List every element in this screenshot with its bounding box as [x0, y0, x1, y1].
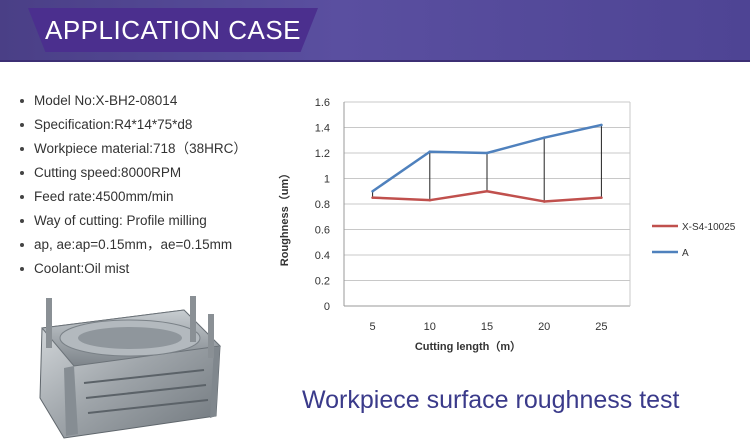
y-axis-label: Roughness（um）: [278, 168, 291, 266]
spec-speed: Cutting speed:8000RPM: [34, 165, 182, 180]
series-point: [485, 189, 489, 193]
y-tick-label: 1.6: [315, 97, 330, 109]
header-title-tab: [28, 8, 318, 52]
y-tick-label: 1: [324, 174, 330, 186]
y-tick-label: 0.6: [315, 225, 330, 237]
y-tick-label: 1.2: [315, 148, 330, 160]
spec-item: Model No:X-BH2-08014: [20, 89, 247, 113]
series-point: [371, 196, 374, 199]
bullet-icon: [20, 195, 24, 199]
series-point: [371, 189, 374, 193]
spec-item: Coolant:Oil mist: [20, 257, 247, 281]
spec-item: Workpiece material:718（38HRC）: [20, 137, 247, 161]
x-axis-label: Cutting length（m）: [415, 340, 521, 353]
spec-list: Model No:X-BH2-08014 Specification:R4*14…: [20, 89, 247, 281]
chart-grid: [343, 101, 631, 307]
spec-material: Workpiece material:718（38HRC）: [34, 141, 247, 156]
x-tick-label: 15: [481, 321, 493, 333]
bullet-icon: [20, 99, 24, 103]
bullet-icon: [20, 147, 24, 151]
series-line-1: [372, 190, 602, 203]
chart-ticks: 0 0.2 0.4 0.6 0.8 1 1.2 1.4 1.6 5 10 15 20 25: [315, 97, 608, 333]
spec-specification: Specification:R4*14*75*d8: [34, 117, 193, 132]
spec-coolant: Coolant:Oil mist: [34, 261, 130, 276]
series-point: [600, 196, 603, 199]
spec-item: Specification:R4*14*75*d8: [20, 113, 247, 137]
roughness-chart: 0 0.2 0.4 0.6 0.8 1 1.2 1.4 1.6 5 10 15 20 25 Roughne…: [278, 97, 736, 353]
legend-label: A: [682, 248, 689, 259]
y-tick-label: 1.4: [315, 123, 330, 135]
bullet-icon: [20, 243, 24, 247]
x-tick-label: 5: [370, 321, 376, 333]
bullet-icon: [20, 219, 24, 223]
y-tick-label: 0: [324, 301, 330, 313]
x-tick-label: 20: [538, 321, 550, 333]
spec-item: Feed rate:4500mm/min: [20, 185, 247, 209]
chart-series: [371, 123, 603, 203]
x-tick-label: 25: [595, 321, 607, 333]
spec-item: Cutting speed:8000RPM: [20, 161, 247, 185]
spec-model: Model No:X-BH2-08014: [34, 93, 178, 108]
y-tick-label: 0.2: [315, 276, 330, 288]
spec-way: Way of cutting: Profile milling: [34, 213, 207, 228]
bullet-icon: [20, 267, 24, 271]
chart-caption: Workpiece surface roughness test: [302, 386, 680, 414]
legend-label: X-S4-10025: [682, 222, 736, 233]
spec-ap-ae: ap, ae:ap=0.15mm，ae=0.15mm: [34, 237, 233, 252]
series-point: [542, 200, 546, 203]
spec-item: ap, ae:ap=0.15mm，ae=0.15mm: [20, 233, 247, 257]
chart-drop-lines: [372, 124, 602, 202]
spec-item: Way of cutting: Profile milling: [20, 209, 247, 233]
spec-feed: Feed rate:4500mm/min: [34, 189, 174, 204]
series-point: [428, 198, 432, 202]
bullet-icon: [20, 123, 24, 127]
series-point: [600, 123, 603, 127]
y-tick-label: 0.8: [315, 199, 330, 211]
series-point: [542, 136, 546, 139]
mold-photo: [39, 296, 222, 439]
header-divider: [0, 60, 750, 62]
series-point: [428, 150, 432, 154]
y-tick-label: 0.4: [315, 250, 330, 262]
chart-legend: X-S4-10025 A: [652, 222, 736, 259]
x-tick-label: 10: [424, 321, 436, 333]
series-point: [485, 151, 489, 155]
bullet-icon: [20, 171, 24, 175]
page-title: APPLICATION CASE: [44, 15, 302, 45]
